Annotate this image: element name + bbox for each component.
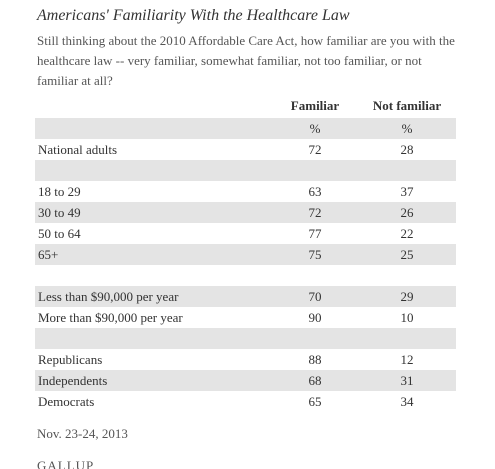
table-row: Independents 68 31 — [35, 370, 456, 391]
unit-label: % — [401, 121, 413, 136]
cell-value: 37 — [400, 184, 414, 199]
row-label: Independents — [38, 373, 108, 388]
table-row: 18 to 29 63 37 — [35, 181, 456, 202]
table-row — [35, 265, 456, 286]
cell-value: 22 — [400, 226, 414, 241]
cell-value: 29 — [400, 289, 414, 304]
cell-value: 77 — [308, 226, 322, 241]
cell-value: 12 — [400, 352, 414, 367]
table-row: 30 to 49 72 26 — [35, 202, 456, 223]
row-label: Republicans — [38, 352, 103, 367]
date-note: Nov. 23-24, 2013 — [37, 426, 128, 441]
cell-value: 70 — [308, 289, 322, 304]
source: GALLUP — [37, 458, 95, 469]
cell-value: 10 — [400, 310, 414, 325]
row-label: Democrats — [38, 394, 95, 409]
cell-value: 63 — [308, 184, 322, 199]
cell-value: 65 — [308, 394, 322, 409]
cell-value: 72 — [308, 142, 322, 157]
title: Americans' Familiarity With the Healthca… — [37, 7, 350, 24]
cell-value: 72 — [308, 205, 322, 220]
cell-value: 34 — [400, 394, 414, 409]
cell-value: 28 — [400, 142, 414, 157]
cell-value: 26 — [400, 205, 414, 220]
cell-value: 75 — [308, 247, 322, 262]
table-row — [35, 160, 456, 181]
cell-value: 31 — [400, 373, 414, 388]
column-header: Not familiar — [372, 98, 442, 113]
column-header: Familiar — [290, 98, 340, 113]
unit-label: % — [309, 121, 321, 136]
cell-value: 25 — [400, 247, 414, 262]
cell-value: 68 — [308, 373, 322, 388]
row-label: National adults — [38, 142, 118, 157]
table-row: 50 to 64 77 22 — [35, 223, 456, 244]
row-label: 18 to 29 — [38, 184, 81, 199]
cell-value: 90 — [308, 310, 322, 325]
cell-value: 88 — [308, 352, 322, 367]
row-label: Less than $90,000 per year — [38, 289, 179, 304]
table-row: Republicans 88 12 — [35, 349, 456, 370]
table-row: More than $90,000 per year 90 10 — [35, 307, 456, 328]
question: Still thinking about the 2010 Affordable… — [37, 33, 455, 88]
table-row: 65+ 75 25 — [35, 244, 456, 265]
row-label: 65+ — [38, 247, 59, 262]
table-row: %% — [35, 118, 456, 139]
row-label: More than $90,000 per year — [38, 310, 183, 325]
table-row: Democrats 65 34 — [35, 391, 456, 412]
row-label: 30 to 49 — [38, 205, 81, 220]
table-row: Less than $90,000 per year 70 29 — [35, 286, 456, 307]
row-label: 50 to 64 — [38, 226, 81, 241]
table-row: National adults 72 28 — [35, 139, 456, 160]
table-row — [35, 328, 456, 349]
